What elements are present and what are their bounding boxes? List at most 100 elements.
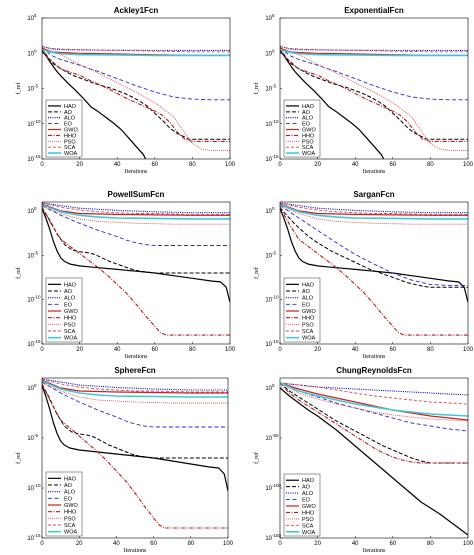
x-tick-label: 100 (463, 347, 474, 353)
y-tick-exponent: 0 (272, 48, 275, 53)
legend-label-sca: SCA (302, 523, 314, 529)
series-line-ao (42, 48, 230, 140)
series-line-alo (42, 378, 228, 391)
y-tick-exponent: -5 (34, 84, 38, 89)
legend-label-hao: HAO (302, 478, 315, 484)
x-tick-label: 20 (76, 162, 83, 168)
series-line-hao (42, 384, 228, 492)
legend-label-gwo: GWO (64, 128, 78, 134)
y-tick-label: 10 (27, 51, 34, 57)
y-tick-label: 10 (265, 386, 272, 392)
y-tick-exponent: -15 (34, 339, 41, 344)
y-tick-exponent: -15 (34, 154, 41, 159)
y-tick-label: 10 (27, 157, 34, 163)
series-line-pso (280, 205, 468, 225)
series-group (42, 378, 228, 529)
y-tick-exponent: 5 (272, 13, 275, 18)
series-line-hao (280, 387, 468, 536)
y-tick-exponent: -10 (272, 295, 279, 300)
series-line-alo (42, 202, 230, 214)
x-tick-label: 100 (225, 347, 236, 353)
x-tick-label: 20 (76, 347, 83, 353)
y-tick-exponent: -5 (34, 433, 38, 438)
y-axis-label: f_ref (15, 83, 22, 95)
y-tick-label: 10 (27, 87, 34, 93)
legend-label-woa: WOA (302, 336, 315, 342)
legend-label-hho: HHO (302, 133, 315, 139)
legend-label-eo: EO (64, 122, 73, 128)
series-line-pso (280, 382, 468, 422)
y-tick-label: 10 (27, 16, 34, 22)
series-line-ao (42, 383, 228, 459)
x-tick-label: 80 (189, 347, 196, 353)
series-line-hao (280, 50, 385, 159)
series-line-hho (42, 383, 228, 529)
x-tick-label: 20 (314, 347, 321, 353)
y-tick-label: 10 (265, 16, 272, 22)
legend-label-pso: PSO (302, 139, 314, 145)
x-tick-label: 100 (463, 162, 474, 168)
x-tick-label: 80 (189, 162, 196, 168)
axes-box (41, 201, 231, 345)
series-line-gwo (280, 382, 468, 421)
series-line-ao (280, 206, 468, 288)
series-line-sca (280, 202, 468, 215)
y-tick-label: 10 (27, 209, 34, 215)
y-tick-exponent: -10 (34, 295, 41, 300)
legend-label-eo: EO (64, 496, 73, 502)
legend-label-alo: ALO (64, 116, 76, 122)
series-line-pso (280, 47, 468, 151)
x-tick-label: 60 (389, 347, 396, 353)
legend-box (283, 99, 321, 158)
y-tick-label: 10 (265, 486, 272, 492)
y-tick-exponent: -15 (272, 154, 279, 159)
series-line-hao (280, 207, 468, 303)
series-line-woa (42, 203, 230, 220)
y-tick-label: 10 (27, 436, 34, 442)
y-tick-exponent: -10 (272, 119, 279, 124)
x-tick-label: 20 (314, 541, 321, 547)
series-line-eo (280, 205, 468, 286)
x-tick-label: 0 (278, 347, 282, 353)
y-axis-label: f_ref (253, 452, 260, 464)
y-axis-label: f_ref (253, 267, 260, 279)
legend-label-gwo: GWO (302, 504, 316, 510)
legend-label-gwo: GWO (64, 309, 78, 315)
series-line-ao (280, 48, 468, 140)
x-tick-label: 20 (76, 541, 83, 547)
series-line-sca (42, 46, 230, 53)
legend-label-woa: WOA (64, 151, 77, 157)
x-tick-label: 100 (223, 541, 234, 547)
series-group (280, 45, 468, 159)
x-tick-label: 60 (151, 347, 158, 353)
series-line-hao (42, 207, 230, 303)
legend-label-eo: EO (64, 302, 73, 308)
y-tick-exponent: 0 (34, 206, 37, 211)
legend-label-hho: HHO (64, 316, 77, 322)
x-tick-label: 60 (389, 162, 396, 168)
y-tick-label: 10 (27, 536, 34, 542)
y-tick-label: 10 (265, 436, 272, 442)
x-tick-label: 0 (278, 541, 282, 547)
x-tick-label: 80 (427, 541, 434, 547)
y-tick-exponent: -15 (34, 533, 41, 538)
y-axis-label: f_ref (15, 267, 22, 279)
y-tick-exponent: 0 (34, 48, 37, 53)
y-tick-exponent: -5 (272, 84, 276, 89)
legend-label-pso: PSO (302, 322, 314, 328)
legend-label-ao: AO (302, 289, 311, 295)
y-tick-label: 10 (265, 87, 272, 93)
x-tick-label: 40 (114, 347, 121, 353)
series-line-woa (280, 382, 468, 417)
series-line-hao (42, 50, 147, 159)
legend-box (45, 277, 83, 343)
legend-label-ao: AO (302, 110, 311, 116)
chart-title: SphereFcn (114, 366, 155, 375)
legend-label-hho: HHO (302, 316, 315, 322)
legend-label-gwo: GWO (302, 128, 316, 134)
